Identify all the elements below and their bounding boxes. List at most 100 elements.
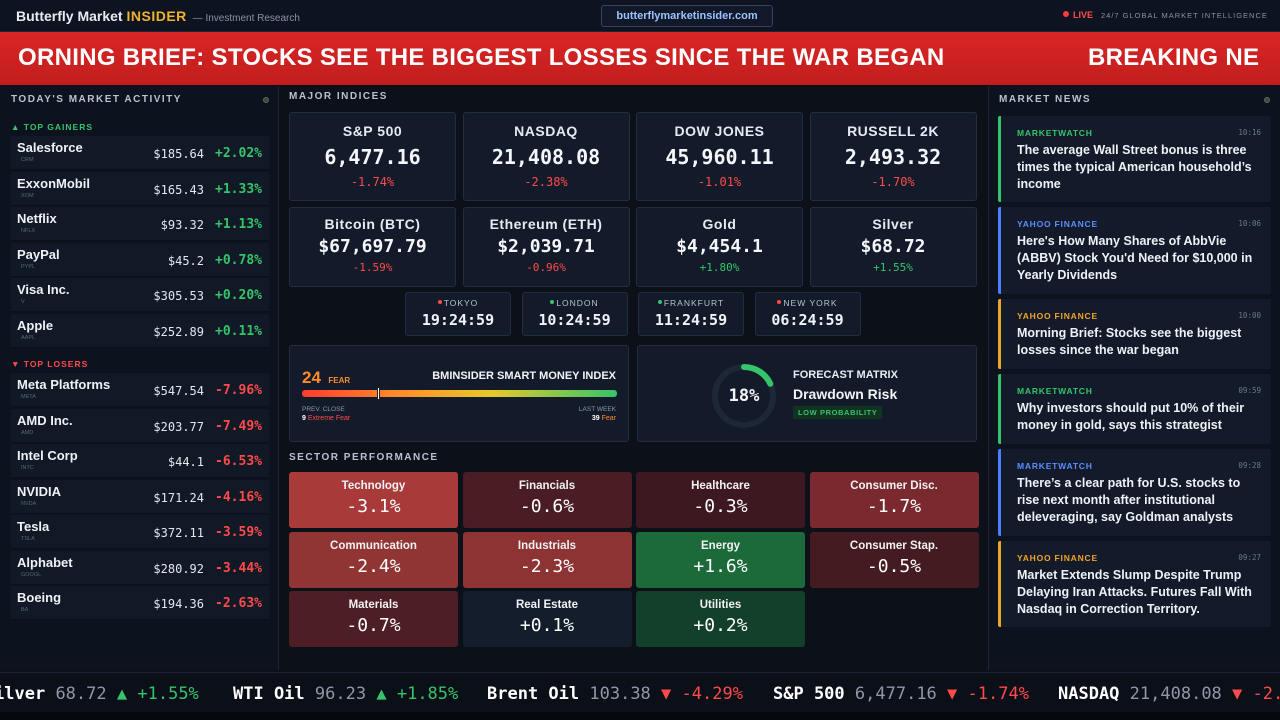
sector-name: Industrials [517, 539, 577, 552]
stock-price: $185.64 [153, 147, 204, 161]
stock-change: +0.78% [215, 252, 262, 268]
index-name: NASDAQ [514, 123, 578, 139]
ticker-price: 96.23 [314, 684, 367, 704]
sector-performance-title: SECTOR PERFORMANCE [289, 452, 439, 463]
sector-value: +1.6% [693, 555, 748, 577]
stock-row[interactable]: Meta Platforms META $547.54 -7.96% [11, 373, 269, 407]
stock-row[interactable]: Tesla TSLA $372.11 -3.59% [11, 515, 269, 549]
forecast-matrix[interactable]: 18% FORECAST MATRIX Drawdown Risk LOW PR… [637, 345, 977, 442]
index-value: $4,454.1 [676, 236, 763, 257]
stock-price: $93.32 [160, 218, 204, 232]
sector-value: -3.1% [346, 496, 401, 517]
stock-name: PayPal [17, 246, 60, 262]
city-label: LONDON [556, 298, 599, 308]
news-source: YAHOO FINANCE [1017, 553, 1098, 563]
index-value: 21,408.08 [491, 145, 601, 169]
ticker-price: 68.72 [55, 684, 107, 704]
stock-row[interactable]: ExxonMobil XOM $165.43 +1.33% [11, 171, 269, 206]
clock-frankfurt: FRANKFURT 11:24:59 [638, 292, 744, 336]
index-change: -1.74% [350, 175, 395, 189]
index-card[interactable]: Gold $4,454.1 +1.80% [636, 207, 803, 287]
stock-ticker: CRM [21, 157, 34, 163]
url-box[interactable]: butterflymarketinsider.com [601, 5, 773, 27]
sector-tile[interactable]: Healthcare -0.3% [636, 472, 805, 528]
stock-row[interactable]: Salesforce CRM $185.64 +2.02% [11, 136, 269, 170]
ticker-item[interactable]: WTI Oil 96.23 ▲ +1.85% [233, 684, 458, 704]
sector-tile[interactable]: Real Estate +0.1% [462, 591, 632, 647]
news-item[interactable]: MARKETWATCH 09:28 There’s a clear path for… [998, 449, 1271, 536]
stock-ticker: AMD [21, 429, 34, 436]
sector-value: -0.7% [346, 615, 401, 636]
ticker-price: 21,408.08 [1129, 684, 1222, 704]
index-card[interactable]: DOW JONES 45,960.11 -1.01% [636, 112, 803, 201]
sector-tile[interactable]: Energy +1.6% [636, 531, 805, 588]
smart-money-title: BMINSIDER SMART MONEY INDEX [432, 370, 616, 382]
news-item[interactable]: YAHOO FINANCE 10:06 Here's How Many Shares… [998, 207, 1271, 294]
stock-ticker: V [21, 299, 25, 305]
market-news-panel: MARKET NEWS MARKETWATCH 10:16 The average … [988, 86, 1280, 670]
status-dot-icon [437, 300, 442, 304]
sector-tile[interactable]: Utilities +0.2% [636, 591, 805, 647]
ticker-arrow-icon: ▼ [947, 684, 958, 704]
stock-price: $203.77 [153, 419, 204, 434]
sector-name: Materials [348, 599, 399, 611]
stock-price: $171.24 [153, 490, 204, 505]
sector-tile[interactable]: Consumer Disc. -1.7% [809, 472, 979, 528]
gauge-marker [376, 387, 380, 400]
status-dot-icon [550, 300, 555, 304]
news-headline: Why investors should put 10% of their mo… [1017, 401, 1245, 432]
ticker-item[interactable]: Brent Oil 103.38 ▼ -4.29% [487, 684, 743, 704]
stock-row[interactable]: Alphabet GOOGL $280.92 -3.44% [11, 550, 269, 585]
tagline: 24/7 GLOBAL MARKET INTELLIGENCE [1101, 11, 1268, 20]
sector-name: Utilities [699, 599, 742, 611]
sector-tile[interactable]: Communication -2.4% [289, 531, 458, 588]
sector-tile[interactable]: Materials -0.7% [289, 591, 458, 647]
news-item[interactable]: MARKETWATCH 10:16 The average Wall Street … [998, 116, 1271, 202]
sector-tile[interactable]: Industrials -2.3% [462, 531, 632, 588]
stock-price: $547.54 [153, 384, 204, 398]
last-week-label: LAST WEEK [578, 406, 616, 413]
sector-name: Technology [341, 480, 406, 492]
index-card[interactable]: RUSSELL 2K 2,493.32 -1.70% [809, 112, 977, 201]
stock-name: Alphabet [17, 554, 73, 570]
stock-row[interactable]: PayPal PYPL $45.2 +0.78% [11, 242, 269, 277]
stock-row[interactable]: AMD Inc. AMD $203.77 -7.49% [11, 408, 269, 443]
sector-tile[interactable]: Technology -3.1% [289, 472, 458, 528]
sector-tile[interactable]: Financials -0.6% [462, 472, 632, 528]
news-item[interactable]: YAHOO FINANCE 09:27 Market Extends Slump D… [998, 541, 1271, 627]
stock-row[interactable]: Intel Corp INTC $44.1 -6.53% [11, 444, 269, 478]
stock-change: -7.96% [215, 383, 262, 398]
index-card[interactable]: Bitcoin (BTC) $67,697.79 -1.59% [289, 207, 456, 287]
news-item[interactable]: MARKETWATCH 09:59 Why investors should put… [998, 374, 1271, 444]
stock-row[interactable]: Boeing BA $194.36 -2.63% [11, 586, 269, 620]
breaking-news-banner[interactable]: ORNING BRIEF: STOCKS SEE THE BIGGEST LOS… [0, 32, 1280, 85]
news-time: 10:06 [1238, 219, 1261, 228]
stock-row[interactable]: Netflix NFLX $93.32 +1.13% [11, 207, 269, 241]
stock-row[interactable]: Apple AAPL $252.89 +0.11% [11, 313, 269, 348]
index-value: 2,493.32 [844, 145, 942, 169]
clock-time: 19:24:59 [421, 311, 495, 329]
ticker-change: -2. [1252, 684, 1280, 704]
stock-row[interactable]: NVIDIA NVDA $171.24 -4.16% [11, 479, 269, 514]
stock-price: $280.92 [153, 561, 204, 576]
news-headline: Market Extends Slump Despite Trump Delay… [1017, 568, 1252, 616]
smart-money-index[interactable]: 24 FEAR BMINSIDER SMART MONEY INDEX PREV… [289, 345, 629, 442]
ticker-item[interactable]: S&P 500 6,477.16 ▼ -1.74% [773, 684, 1029, 704]
index-name: S&P 500 [342, 123, 403, 139]
index-name: Silver [872, 216, 914, 232]
stock-change: -3.44% [215, 560, 262, 576]
index-card[interactable]: NASDAQ 21,408.08 -2.38% [462, 112, 630, 201]
ticker-item[interactable]: NASDAQ 21,408.08 ▼ -2. [1058, 684, 1280, 704]
index-card[interactable]: Silver $68.72 +1.55% [809, 207, 977, 287]
live-indicator: LIVE [1063, 10, 1093, 20]
ticker-item[interactable]: ilver 68.72 ▲ +1.55% [0, 684, 199, 704]
brand-logo[interactable]: Butterfly Market INSIDER — Investment Re… [16, 8, 300, 24]
sector-tile[interactable]: Consumer Stap. -0.5% [809, 531, 979, 588]
stock-row[interactable]: Visa Inc. V $305.53 +0.20% [11, 278, 269, 312]
stock-price: $44.1 [167, 455, 204, 469]
news-item[interactable]: YAHOO FINANCE 10:00 Morning Brief: Stocks … [998, 299, 1271, 369]
stock-ticker: PYPL [21, 263, 36, 270]
brand-insider: INSIDER [126, 8, 187, 24]
index-card[interactable]: S&P 500 6,477.16 -1.74% [289, 112, 456, 201]
index-card[interactable]: Ethereum (ETH) $2,039.71 -0.96% [462, 207, 630, 287]
